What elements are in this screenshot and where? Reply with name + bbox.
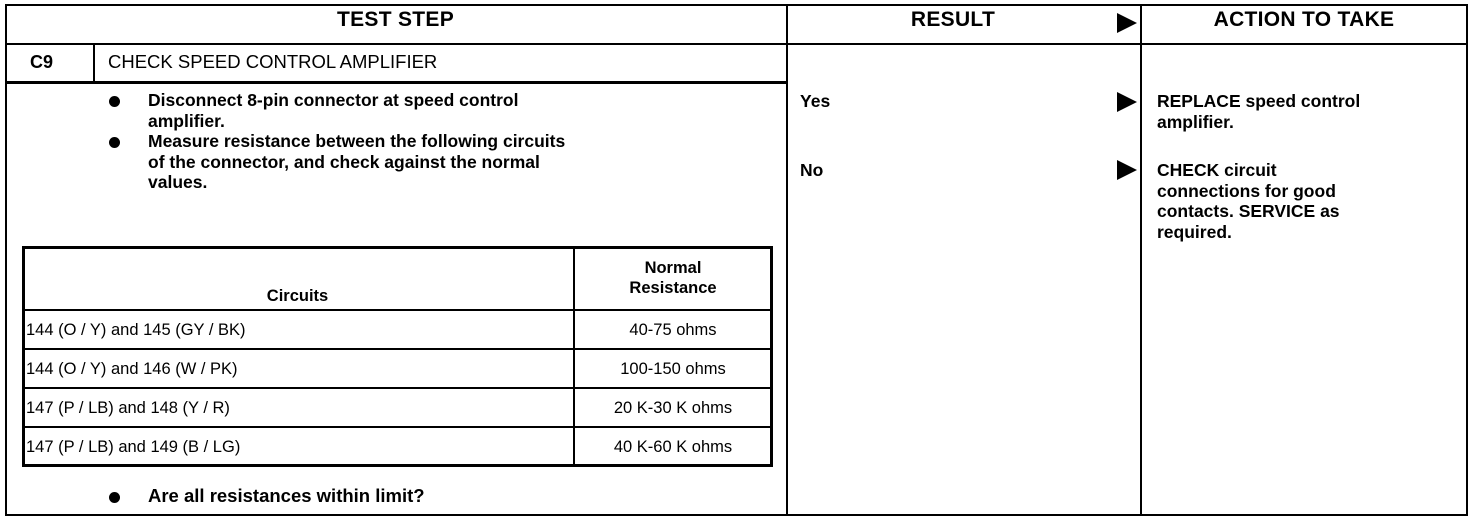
table-row-resistance: 40 K-60 K ohms [613,438,733,456]
action-line: required. [1157,221,1232,242]
arrow-icon [1117,92,1137,112]
table-row-circuits: 147 (P / LB) and 149 (B / LG) [26,438,241,456]
instruction-2: Measure resistance between the following… [148,131,565,193]
instruction-line: values. [148,172,208,192]
table-row-circuits: 147 (P / LB) and 148 (Y / R) [26,399,230,417]
table-row-line [22,387,773,389]
frame-right [1466,4,1468,516]
header-result: RESULT [910,8,996,31]
table-row-circuits: 144 (O / Y) and 145 (GY / BK) [26,321,246,339]
arrow-icon [1117,160,1137,180]
resistance-table [22,246,773,467]
header-action: ACTION TO TAKE [1213,8,1395,31]
table-row-line [22,348,773,350]
action-no: CHECK circuit connections for good conta… [1157,160,1340,242]
col-divider-action [1140,4,1142,516]
step-id-divider [93,43,95,83]
result-yes: Yes [800,91,831,111]
instruction-line: Measure resistance between the following… [148,131,566,151]
result-no: No [800,160,824,180]
step-title-bottom [5,81,787,84]
frame-top [5,4,1468,6]
table-header-circuits: Circuits [266,287,329,305]
header-divider [5,43,1468,45]
bullet-icon [109,96,120,107]
table-row-line [22,309,773,311]
instruction-line: amplifier. [148,110,225,131]
table-row-resistance: 20 K-30 K ohms [613,399,733,417]
bullet-icon [109,137,120,148]
action-line: amplifier. [1157,111,1234,132]
table-row-line [22,426,773,428]
arrow-icon [1117,13,1137,33]
action-yes: REPLACE speed control amplifier. [1157,91,1360,132]
step-title: CHECK SPEED CONTROL AMPLIFIER [108,51,438,72]
frame-bottom [5,514,1468,516]
table-col-divider [573,246,575,467]
instruction-line: of the connector, and check against the … [148,151,540,172]
action-line: contacts. SERVICE as [1157,201,1340,221]
bullet-icon [109,492,120,503]
table-row-resistance: 40-75 ohms [629,321,717,339]
header-line: Normal [644,259,702,277]
col-divider-result [786,4,788,516]
instruction-1: Disconnect 8-pin connector at speed cont… [148,90,518,131]
header-test-step: TEST STEP [336,8,455,31]
instruction-line: Disconnect 8-pin connector at speed cont… [148,90,519,110]
step-id: C9 [30,52,54,72]
action-line: CHECK circuit [1157,160,1277,180]
action-line: REPLACE speed control [1157,91,1361,111]
table-row-resistance: 100-150 ohms [620,360,726,378]
frame-left [5,4,7,516]
header-line: Resistance [629,279,717,297]
table-header-resistance: Normal Resistance [575,258,771,298]
table-row-circuits: 144 (O / Y) and 146 (W / PK) [26,360,238,378]
step-question: Are all resistances within limit? [148,485,425,506]
action-line: connections for good [1157,180,1336,201]
